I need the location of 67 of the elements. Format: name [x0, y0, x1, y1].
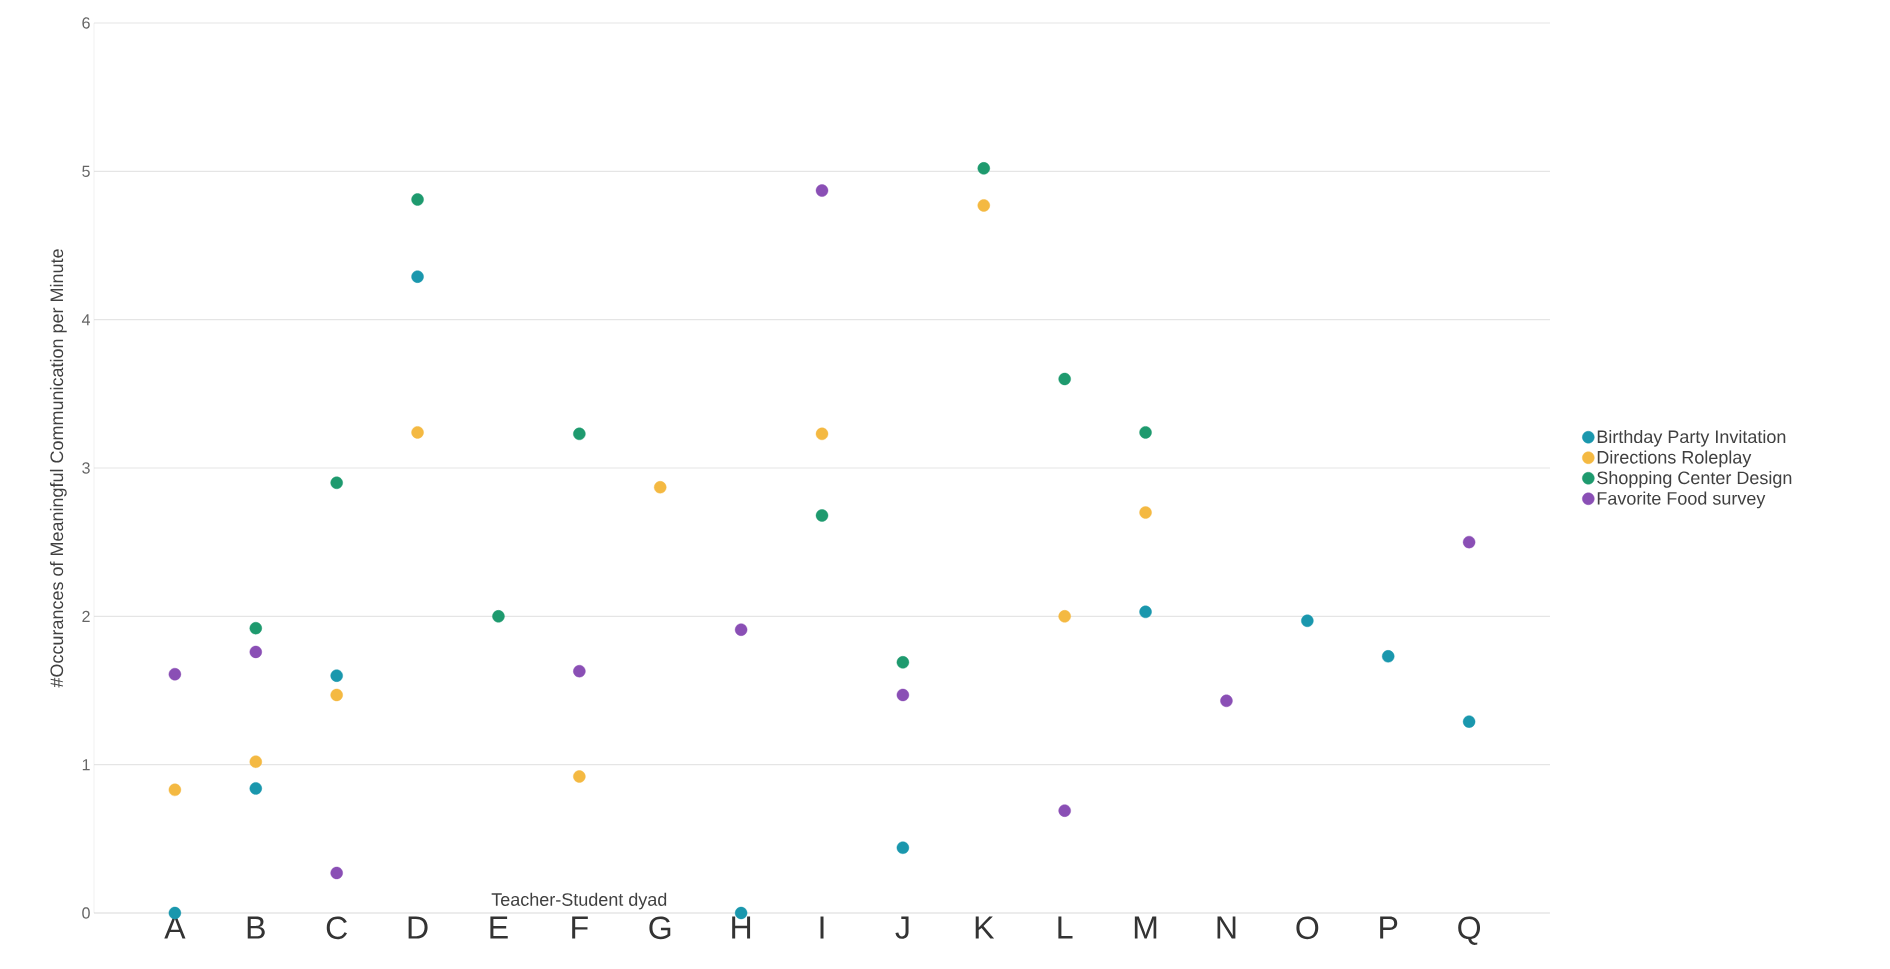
point: [249, 645, 262, 659]
point: [977, 199, 990, 212]
y-tick-label: 2: [82, 610, 90, 622]
point: [1058, 610, 1071, 623]
x-tick-label: B: [247, 916, 265, 939]
point: [1139, 426, 1152, 439]
point: [330, 476, 343, 490]
point: [249, 621, 262, 635]
y-axis-title: #Occurances of Meaningful Communication per Minute: [49, 249, 67, 688]
point: [977, 162, 990, 175]
x-tick-label: L: [1058, 916, 1073, 939]
x-tick-label: Q: [1458, 916, 1481, 945]
point: [249, 782, 262, 795]
legend-label: Directions Roleplay: [1597, 450, 1752, 468]
point: [1139, 605, 1152, 619]
x-tick-label: F: [572, 916, 588, 939]
point: [1462, 715, 1476, 728]
x-tick-label: H: [732, 916, 751, 939]
point: [411, 426, 424, 439]
x-tick-label: C: [326, 916, 348, 940]
x-tick-label: O: [1296, 916, 1319, 940]
point: [815, 509, 829, 522]
point: [573, 427, 586, 441]
x-tick-label: I: [820, 916, 824, 939]
point: [1462, 535, 1476, 549]
point: [492, 610, 505, 623]
x-tick-label: G: [649, 916, 671, 940]
y-tick-label: 4: [81, 314, 91, 326]
point: [896, 656, 910, 669]
y-tick-label: 1: [82, 759, 90, 771]
y-tick-label: 0: [82, 907, 90, 919]
point: [815, 184, 829, 197]
x-tick-label: J: [895, 916, 909, 939]
point: [815, 427, 829, 441]
x-tick-label: D: [408, 916, 428, 939]
point: [168, 783, 182, 797]
x-tick-label: M: [1134, 916, 1157, 939]
x-tick-label: N: [1217, 916, 1236, 939]
point: [330, 866, 343, 880]
legend-label: Favorite Food survey: [1597, 491, 1766, 509]
x-tick-label: E: [490, 916, 508, 939]
point: [1220, 694, 1233, 708]
x-tick-label: K: [975, 916, 995, 939]
point: [1382, 650, 1395, 663]
point: [249, 755, 262, 768]
point: [654, 481, 667, 494]
point: [896, 841, 910, 854]
y-tick-label: 3: [82, 462, 90, 474]
y-tick-label: 5: [82, 165, 90, 177]
legend-label: Shopping Center Design: [1597, 470, 1792, 488]
point: [1058, 804, 1071, 817]
point: [330, 688, 343, 702]
y-tick-label: 6: [82, 17, 90, 29]
point: [573, 665, 586, 678]
legend-label: Birthday Party Invitation: [1597, 429, 1786, 447]
point: [573, 770, 586, 783]
point: [1139, 506, 1152, 519]
point: [1301, 614, 1314, 627]
point: [411, 193, 424, 206]
point: [168, 667, 182, 681]
point: [734, 623, 748, 636]
x-axis-title: Teacher-Student dyad: [491, 892, 667, 910]
point: [1058, 372, 1071, 386]
point: [330, 669, 343, 682]
x-tick-label: P: [1380, 916, 1398, 939]
point: [411, 270, 424, 283]
point: [896, 688, 910, 702]
